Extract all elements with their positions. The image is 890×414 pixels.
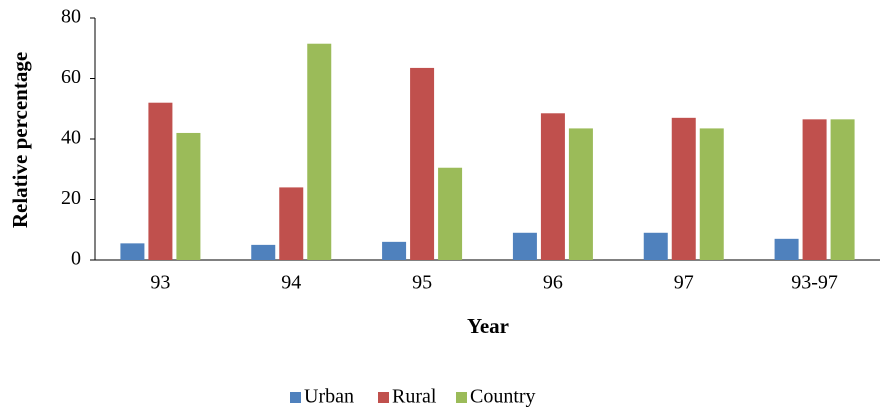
bar bbox=[251, 244, 276, 260]
bar bbox=[148, 102, 173, 260]
bar bbox=[699, 128, 724, 260]
bar bbox=[568, 128, 593, 260]
legend-label: Rural bbox=[392, 386, 437, 408]
legend-label: Country bbox=[470, 386, 536, 408]
x-axis-label: Year bbox=[467, 314, 509, 338]
bar bbox=[438, 167, 463, 260]
x-tick-label: 97 bbox=[674, 272, 694, 294]
x-tick-label: 95 bbox=[412, 272, 432, 294]
bar bbox=[307, 43, 332, 261]
x-tick-label: 96 bbox=[543, 272, 563, 294]
y-tick-label: 80 bbox=[61, 6, 81, 28]
y-tick-label: 60 bbox=[61, 66, 81, 88]
bar bbox=[802, 119, 827, 261]
bar bbox=[671, 117, 696, 260]
y-tick-label: 0 bbox=[71, 248, 81, 270]
legend-label: Urban bbox=[304, 386, 354, 408]
x-tick-label: 93-97 bbox=[791, 272, 838, 294]
bar bbox=[176, 132, 201, 260]
y-tick-label: 40 bbox=[61, 127, 81, 149]
bar bbox=[512, 232, 537, 260]
legend-swatch bbox=[378, 392, 389, 403]
bar bbox=[279, 187, 304, 260]
x-tick-label: 94 bbox=[281, 272, 301, 294]
bar bbox=[830, 119, 855, 261]
legend-swatch bbox=[290, 392, 301, 403]
y-axis-label: Relative percentage bbox=[8, 52, 32, 228]
bar bbox=[410, 67, 435, 260]
bar bbox=[120, 243, 145, 260]
bar bbox=[643, 232, 668, 260]
bar bbox=[774, 238, 799, 260]
legend-swatch bbox=[456, 392, 467, 403]
bar bbox=[382, 241, 407, 260]
bar bbox=[540, 113, 565, 260]
y-tick-label: 20 bbox=[61, 187, 81, 209]
x-tick-label: 93 bbox=[150, 272, 170, 294]
